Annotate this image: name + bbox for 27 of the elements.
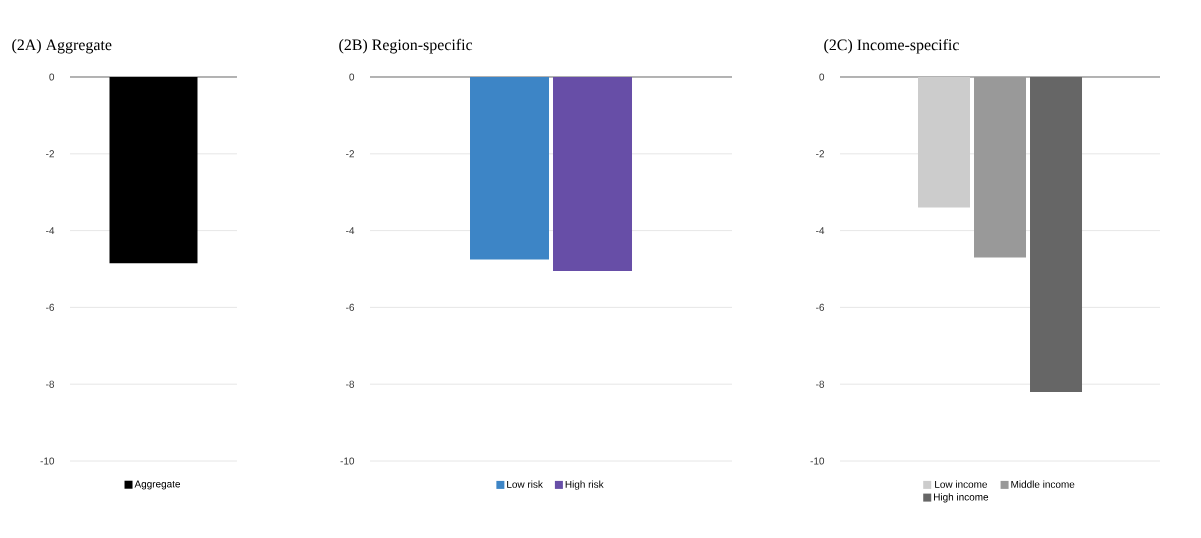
legend-label: Low risk (507, 480, 543, 488)
y-tick-label: -8 (816, 380, 825, 388)
y-tick-label: -2 (346, 150, 354, 158)
y-tick-label: -6 (816, 303, 825, 311)
y-tick-label: -6 (346, 303, 355, 311)
y-tick-label: -8 (346, 380, 355, 388)
y-tick-label: -4 (46, 227, 55, 235)
legend-label: Middle income (1011, 480, 1075, 488)
y-tick-label: 0 (49, 73, 55, 81)
legend-label: Aggregate (134, 480, 181, 490)
y-tick-label: 0 (349, 73, 355, 81)
y-tick-label: -6 (46, 303, 55, 311)
legend-label: Low income (935, 480, 988, 488)
y-tick-label: -8 (46, 380, 55, 388)
legend-label: High risk (565, 480, 604, 490)
y-tick-label: -10 (340, 457, 355, 465)
y-tick-label: -10 (810, 457, 825, 465)
y-tick-label: -2 (816, 150, 824, 158)
chart-title: (2C) Income-specific (824, 38, 959, 54)
y-tick-label: -4 (346, 227, 355, 235)
legend-label: High income (934, 493, 989, 503)
chart-title: (2B) Region-specific (339, 38, 473, 54)
y-tick-label: -4 (816, 227, 825, 235)
y-tick-label: -10 (40, 457, 55, 465)
chart-title: (2A) Aggregate (12, 38, 112, 54)
y-tick-label: 0 (819, 73, 825, 81)
y-tick-label: -2 (46, 150, 54, 158)
